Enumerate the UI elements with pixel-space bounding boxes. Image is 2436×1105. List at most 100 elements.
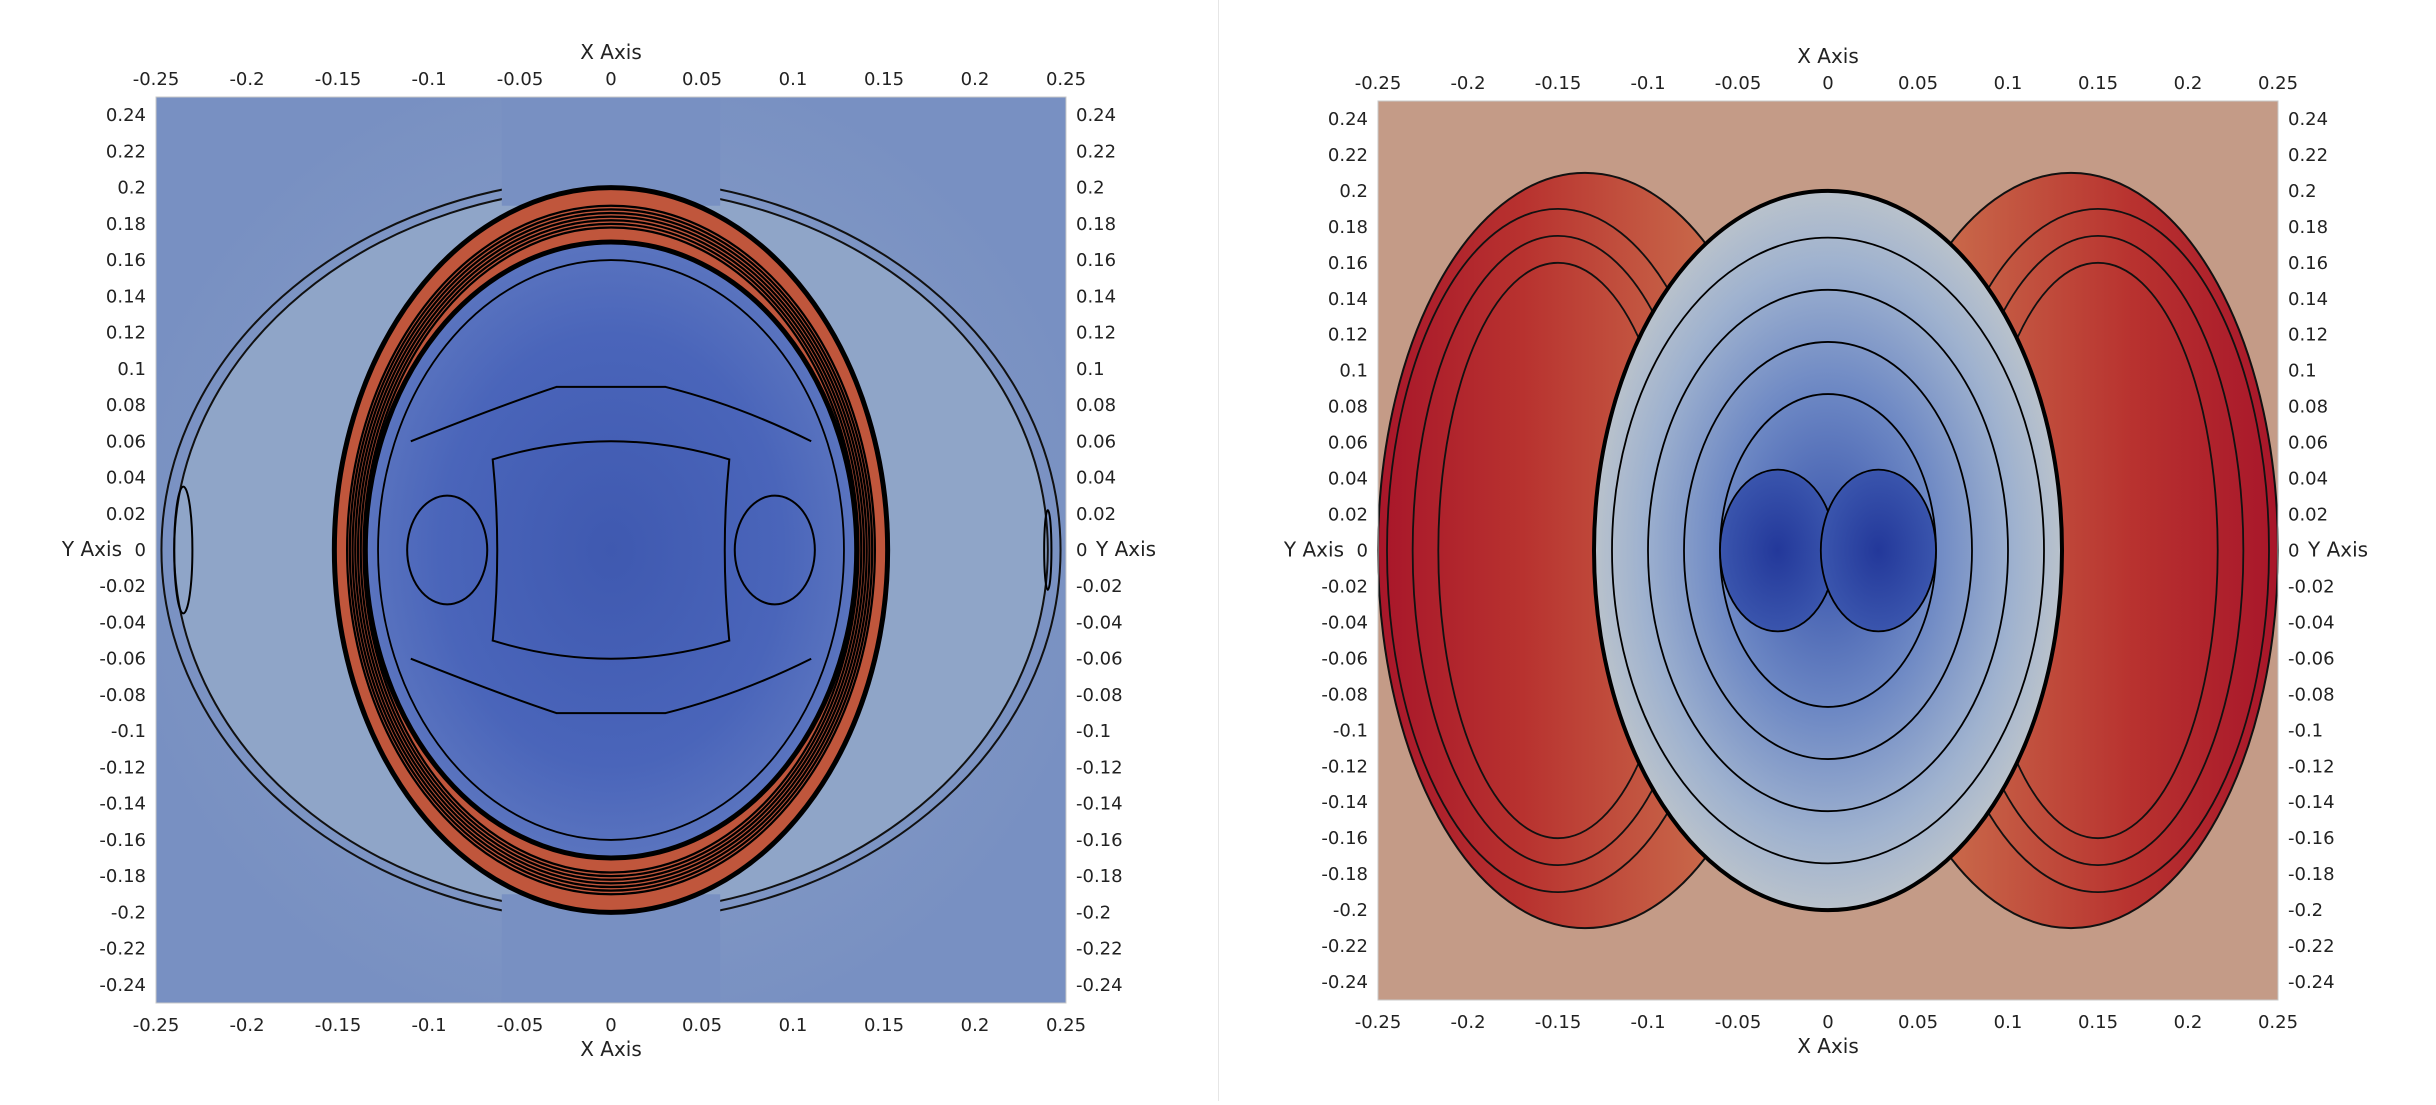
y-tick-label-right: 0.24 xyxy=(2288,109,2328,130)
side-cell-contour xyxy=(406,494,489,606)
y-tick-label-left: 0.02 xyxy=(1328,505,1368,526)
x-tick-label-bottom: 0 xyxy=(1822,1012,1833,1033)
y-tick-label-right: -0.2 xyxy=(1076,902,1111,923)
y-tick-label-left: -0.18 xyxy=(99,866,146,887)
x-tick-label-top: -0.1 xyxy=(1630,73,1665,94)
x-tick-label-top: -0.25 xyxy=(133,69,180,90)
y-tick-label-left: -0.04 xyxy=(1321,612,1368,633)
ring-contour xyxy=(346,204,876,896)
x-tick-label-bottom: 0.1 xyxy=(1994,1012,2023,1033)
x-tick-label-bottom: 0.1 xyxy=(779,1015,808,1036)
y-tick-label-right: -0.16 xyxy=(1076,830,1123,851)
y-tick-label-right: -0.14 xyxy=(2288,792,2335,813)
inner-contour xyxy=(377,259,845,841)
y-tick-label-right: 0.22 xyxy=(2288,145,2328,166)
y-tick-label-left: -0.12 xyxy=(99,757,146,778)
y-tick-label-left: 0.02 xyxy=(106,504,146,525)
x-tick-label-top: -0.2 xyxy=(229,69,264,90)
x-tick-label-top: 0.25 xyxy=(2258,73,2298,94)
central-contour xyxy=(1683,341,1973,760)
y-tick-label-right: 0.22 xyxy=(1076,141,1116,162)
y-tick-label-right: -0.02 xyxy=(2288,576,2335,597)
y-tick-label-left: -0.12 xyxy=(1321,756,1368,777)
x-tick-label-bottom: 0.05 xyxy=(1898,1012,1938,1033)
y-tick-label-right: 0 xyxy=(1076,540,1087,561)
y-tick-label-right: 0.02 xyxy=(1076,504,1116,525)
x-tick-label-bottom: -0.05 xyxy=(497,1015,544,1036)
x-tick-label-bottom: -0.25 xyxy=(1355,1012,1402,1033)
y-tick-label-left: -0.14 xyxy=(99,794,146,815)
y-tick-label-left: -0.24 xyxy=(99,975,146,996)
right-slit-contour xyxy=(1043,509,1053,591)
y-tick-label-right: 0.2 xyxy=(2288,181,2317,202)
y-tick-label-left: 0.22 xyxy=(106,141,146,162)
ring-contour xyxy=(359,222,863,878)
left-slit-contour xyxy=(173,485,194,615)
y-tick-label-left: -0.04 xyxy=(99,612,146,633)
x-tick-label-bottom: -0.1 xyxy=(411,1015,446,1036)
y-tick-label-left: 0.14 xyxy=(1328,289,1368,310)
y-tick-label-right: 0.04 xyxy=(2288,469,2328,490)
core-contour xyxy=(1719,468,1837,633)
ring-contour xyxy=(348,208,874,892)
y-tick-label-left: 0.06 xyxy=(106,431,146,452)
y-tick-label-right: -0.02 xyxy=(1076,576,1123,597)
y-tick-label-left: 0.24 xyxy=(106,105,146,126)
x-tick-label-bottom: -0.2 xyxy=(229,1015,264,1036)
y-tick-label-right: -0.1 xyxy=(2288,720,2323,741)
y-tick-label-left: 0.18 xyxy=(1328,217,1368,238)
x-tick-label-top: -0.15 xyxy=(315,69,362,90)
y-tick-label-right: 0.08 xyxy=(1076,395,1116,416)
x-tick-label-bottom: 0.15 xyxy=(2078,1012,2118,1033)
x-tick-label-top: -0.15 xyxy=(1535,73,1582,94)
y-tick-label-right: 0.18 xyxy=(1076,214,1116,235)
y-tick-label-left: 0.1 xyxy=(1339,361,1368,382)
y-tick-label-right: 0.1 xyxy=(2288,361,2317,382)
y-tick-label-left: 0.06 xyxy=(1328,433,1368,454)
x-tick-label-bottom: 0.25 xyxy=(2258,1012,2298,1033)
ring-contour xyxy=(356,219,866,881)
y-tick-label-right: 0.18 xyxy=(2288,217,2328,238)
y-tick-label-right: 0.04 xyxy=(1076,468,1116,489)
y-tick-label-left: -0.2 xyxy=(1333,900,1368,921)
y-tick-label-left: -0.1 xyxy=(1333,720,1368,741)
y-tick-label-left: -0.16 xyxy=(1321,828,1368,849)
y-tick-label-left: -0.16 xyxy=(99,830,146,851)
y-tick-label-right: 0.16 xyxy=(2288,253,2328,274)
y-tick-label-right: 0 xyxy=(2288,541,2299,562)
y-tick-label-left: 0.2 xyxy=(117,178,146,199)
x-tick-label-bottom: -0.05 xyxy=(1715,1012,1762,1033)
y-tick-label-left: 0.12 xyxy=(1328,325,1368,346)
y-tick-label-right: 0.12 xyxy=(1076,323,1116,344)
y-axis-title-left: Y Axis xyxy=(1283,538,1344,562)
y-tick-label-right: -0.08 xyxy=(2288,684,2335,705)
y-tick-label-left: 0.14 xyxy=(106,286,146,307)
y-tick-label-right: 0.12 xyxy=(2288,325,2328,346)
x-tick-label-bottom: 0.25 xyxy=(1046,1015,1086,1036)
y-tick-label-left: 0.04 xyxy=(106,468,146,489)
y-tick-label-left: -0.22 xyxy=(99,939,146,960)
y-tick-label-left: -0.08 xyxy=(99,685,146,706)
x-tick-label-top: -0.05 xyxy=(497,69,544,90)
x-tick-label-top: 0 xyxy=(1822,73,1833,94)
y-tick-label-right: -0.16 xyxy=(2288,828,2335,849)
y-tick-label-left: 0.1 xyxy=(117,359,146,380)
y-tick-label-right: 0.16 xyxy=(1076,250,1116,271)
y-tick-label-right: 0.2 xyxy=(1076,178,1105,199)
y-tick-label-right: 0.14 xyxy=(1076,286,1116,307)
y-tick-label-right: -0.18 xyxy=(2288,864,2335,885)
central-contour xyxy=(1647,288,2009,813)
x-tick-label-bottom: -0.2 xyxy=(1450,1012,1485,1033)
y-tick-label-right: -0.04 xyxy=(2288,612,2335,633)
x-tick-label-bottom: -0.1 xyxy=(1630,1012,1665,1033)
x-tick-label-top: 0.15 xyxy=(864,69,904,90)
y-tick-label-right: -0.24 xyxy=(1076,975,1123,996)
y-tick-label-right: -0.24 xyxy=(2288,972,2335,993)
x-tick-label-top: 0.2 xyxy=(961,69,990,90)
view-divider xyxy=(1218,0,1219,1101)
x-tick-label-top: -0.2 xyxy=(1450,73,1485,94)
y-tick-label-left: -0.24 xyxy=(1321,972,1368,993)
x-tick-label-bottom: -0.25 xyxy=(133,1015,180,1036)
y-tick-label-right: -0.06 xyxy=(2288,648,2335,669)
